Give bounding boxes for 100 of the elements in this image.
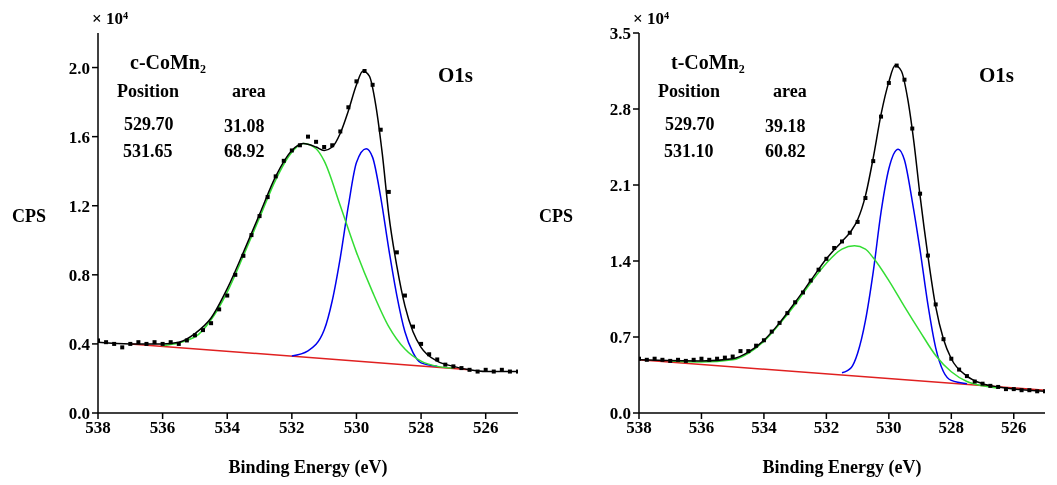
y-axis-title: CPS	[539, 206, 574, 227]
y-tick-label: 3.5	[609, 24, 631, 44]
point	[314, 139, 319, 144]
y-tick-label: 1.4	[609, 252, 632, 272]
line-series	[669, 245, 999, 389]
point	[644, 357, 649, 362]
point	[201, 328, 205, 333]
x-tick-label: 530	[876, 418, 902, 438]
point	[104, 340, 109, 345]
point	[832, 245, 837, 250]
point	[346, 105, 351, 110]
point	[475, 369, 480, 374]
x-tick-label: 534	[751, 418, 778, 438]
annotation: 531.10	[664, 141, 714, 163]
point	[957, 367, 962, 372]
point	[1019, 388, 1024, 393]
point	[660, 357, 665, 362]
point	[483, 367, 488, 372]
point	[306, 134, 310, 139]
y-tick-label: 1.2	[68, 196, 90, 216]
point	[746, 349, 751, 354]
point	[925, 253, 930, 258]
point	[435, 357, 440, 362]
annotation: 68.92	[224, 141, 265, 163]
x-tick-label: 526	[472, 418, 499, 438]
y-tick-label: 1.6	[68, 127, 90, 147]
x-tick-label: 536	[688, 418, 715, 438]
point	[459, 366, 464, 371]
point	[824, 256, 829, 261]
annotation: area	[232, 81, 266, 103]
x-axis-title: Binding Energy (eV)	[762, 457, 922, 478]
annotation: O1s	[438, 63, 474, 89]
point	[176, 341, 181, 346]
annotation: t-CoMn₂	[671, 50, 745, 74]
point	[793, 300, 798, 305]
point	[754, 343, 759, 348]
point	[769, 329, 774, 334]
point	[192, 333, 197, 338]
point	[152, 340, 157, 345]
point	[338, 129, 343, 134]
point	[707, 357, 712, 362]
x-tick-label: 526	[1001, 418, 1027, 438]
point	[241, 253, 246, 258]
point	[322, 145, 327, 149]
point	[362, 69, 367, 73]
point	[1003, 387, 1008, 392]
point	[996, 384, 1001, 389]
y-tick-label: 2.1	[609, 176, 631, 196]
annotation: 60.82	[765, 141, 806, 163]
line-series	[841, 148, 968, 385]
y-tick-label: 0.7	[609, 328, 632, 348]
point	[499, 367, 504, 372]
x-tick-label: 528	[408, 418, 434, 438]
point	[668, 358, 673, 363]
annotation: c-CoMn₂	[130, 50, 206, 74]
point	[652, 356, 657, 361]
point	[676, 357, 681, 362]
y-tick-label: 2.0	[68, 58, 90, 78]
point	[419, 341, 424, 346]
x-tick-label: 536	[149, 418, 176, 438]
point	[120, 345, 125, 350]
point	[800, 290, 805, 295]
annotation: O1s	[979, 63, 1015, 89]
point	[972, 379, 977, 384]
x-tick-label: 532	[813, 418, 840, 438]
x-tick-label: 532	[279, 418, 305, 438]
point	[988, 383, 993, 388]
point	[411, 324, 415, 329]
point	[443, 362, 448, 367]
y-tick-label: 2.8	[609, 100, 631, 120]
point	[1035, 389, 1040, 394]
point	[330, 143, 335, 148]
point	[863, 196, 868, 201]
point	[491, 369, 496, 374]
point	[184, 338, 189, 343]
point	[785, 311, 790, 316]
point	[386, 189, 391, 194]
point	[225, 293, 230, 298]
point	[297, 143, 302, 148]
point	[722, 355, 727, 360]
point	[941, 337, 946, 342]
point	[918, 191, 923, 196]
point	[730, 354, 735, 359]
point	[715, 356, 720, 361]
annotation: 31.08	[224, 116, 265, 138]
point	[847, 230, 852, 235]
point	[289, 148, 294, 153]
point	[894, 63, 899, 68]
point	[761, 338, 766, 343]
annotation: 39.18	[765, 116, 806, 138]
point	[808, 278, 813, 283]
point	[160, 341, 165, 346]
point	[949, 356, 954, 361]
y-tick-label: 0.8	[68, 265, 90, 285]
point	[378, 127, 383, 132]
point	[855, 219, 860, 224]
annotation: 529.70	[665, 114, 715, 136]
x-tick-label: 538	[626, 418, 652, 438]
point	[394, 250, 399, 255]
x-tick-label: 528	[938, 418, 965, 438]
